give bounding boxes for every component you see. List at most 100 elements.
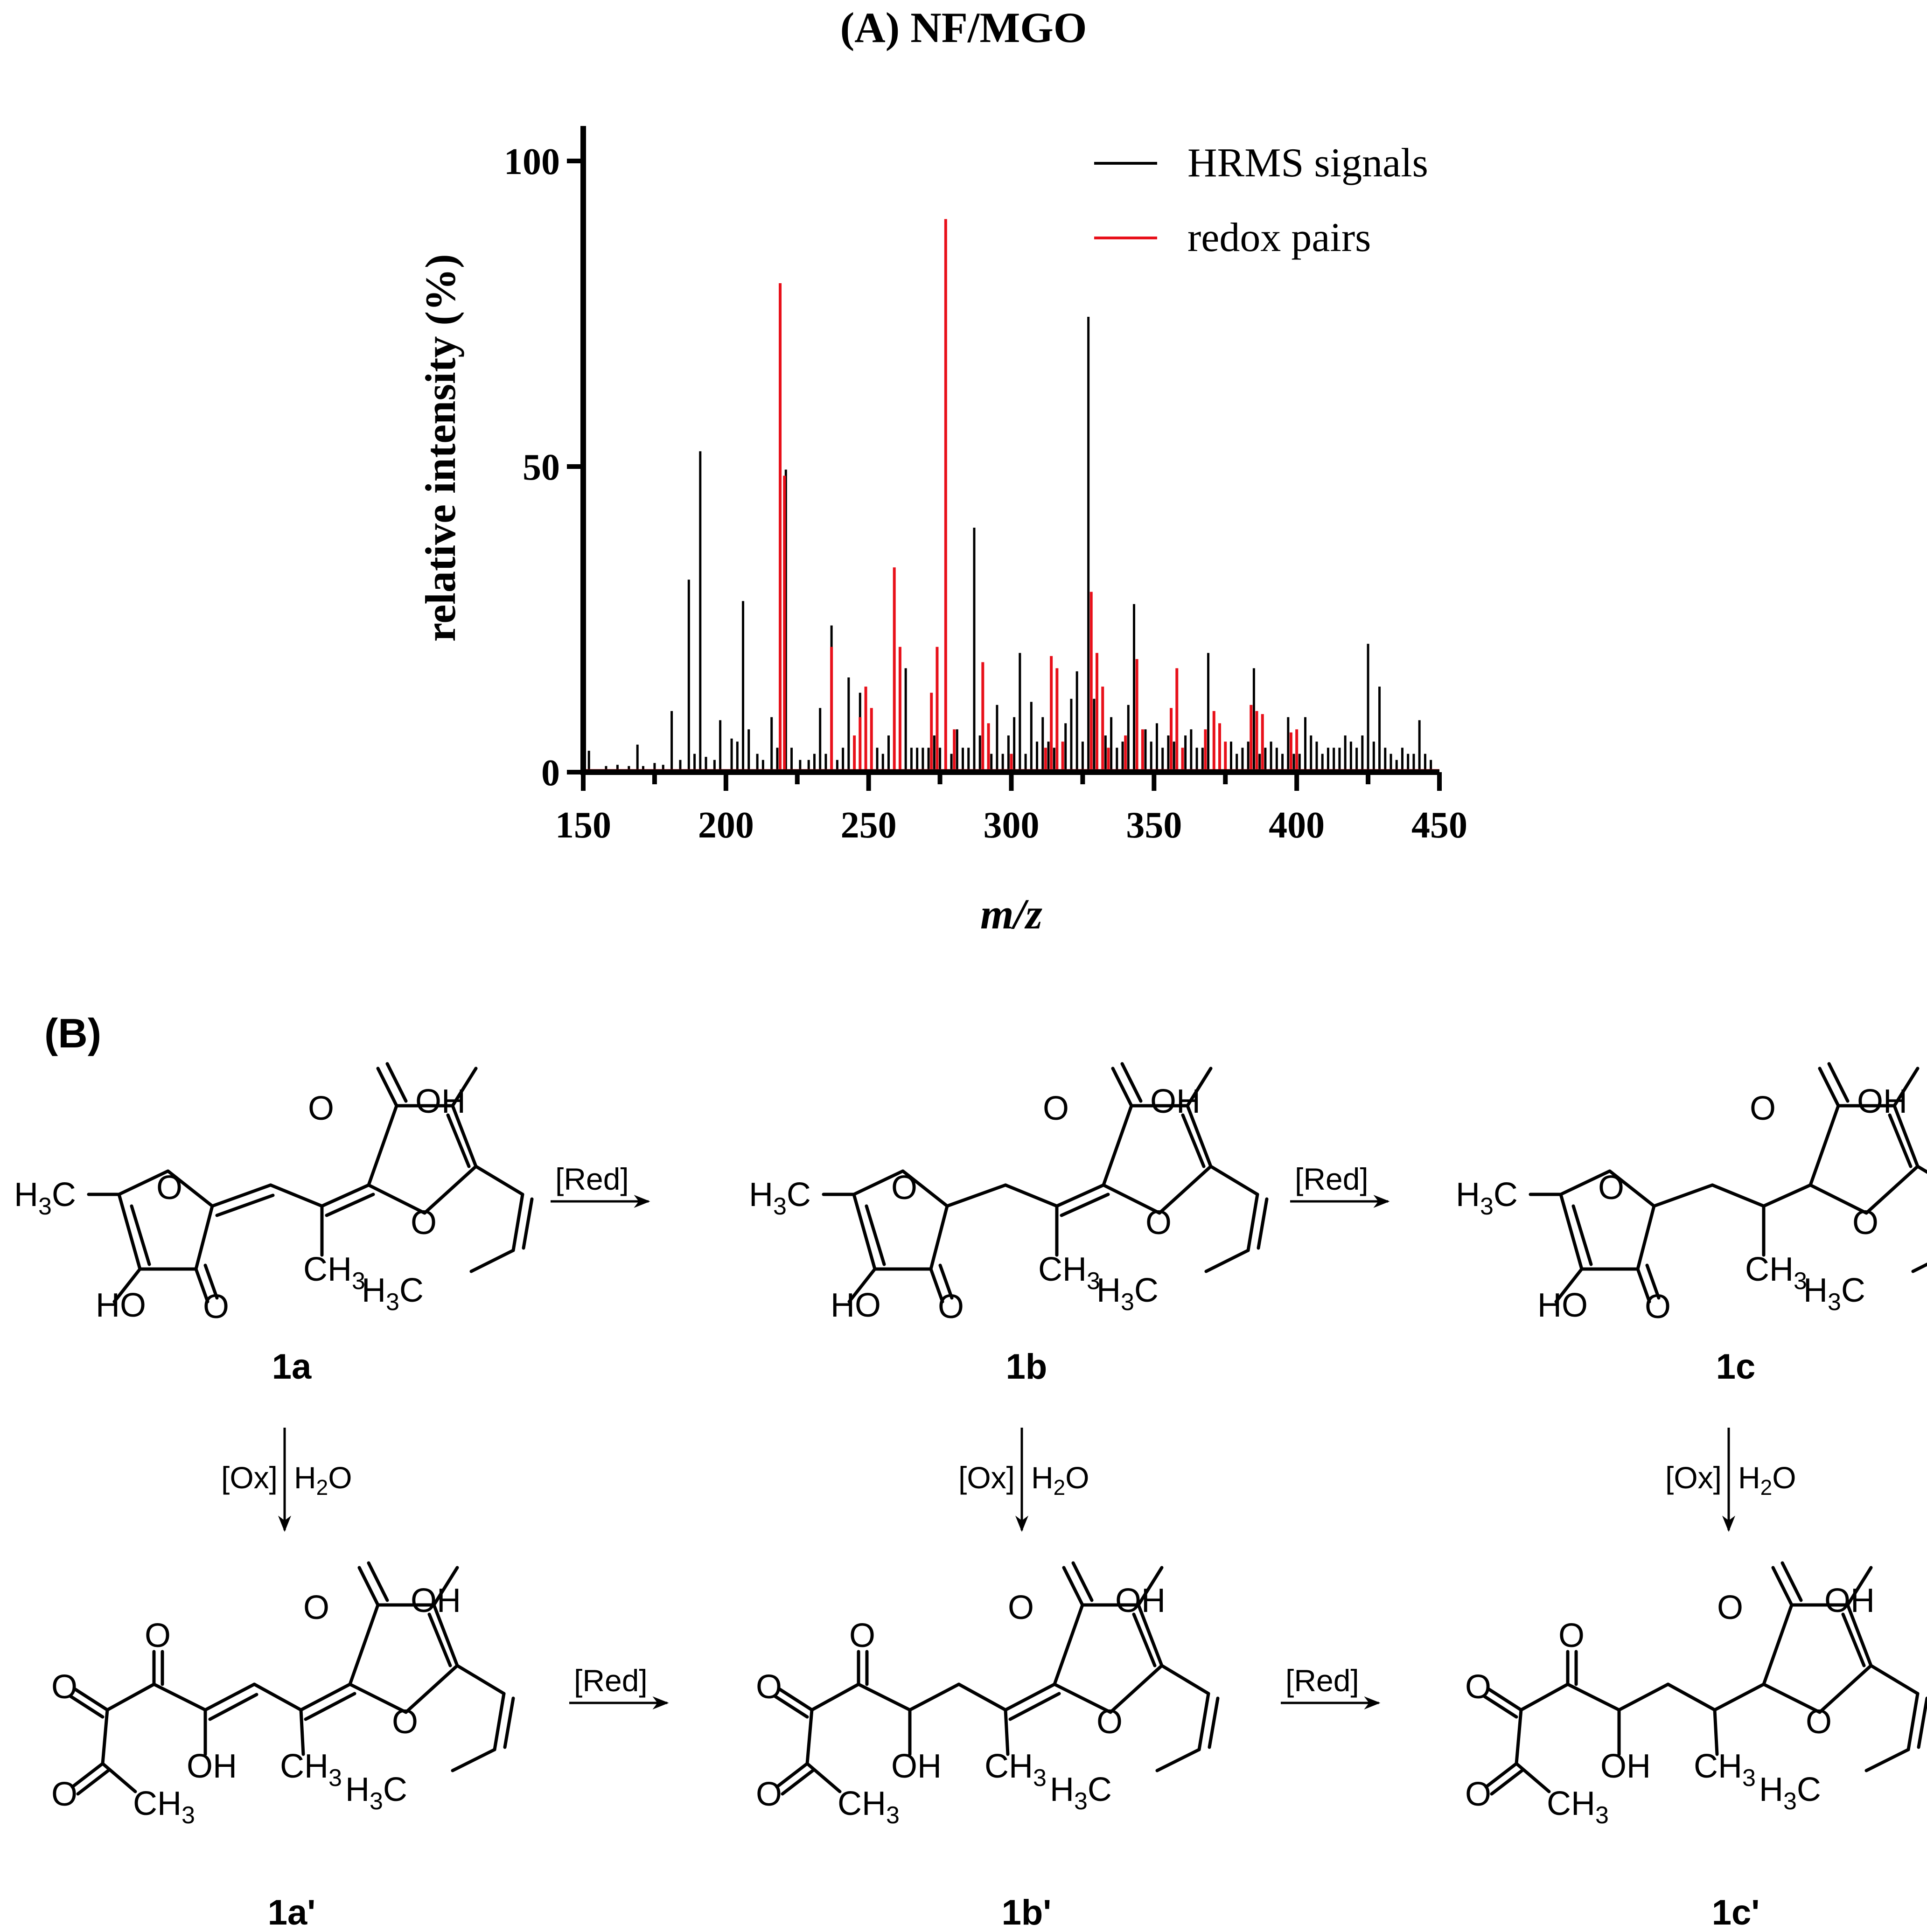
svg-text:O: O — [849, 1617, 875, 1654]
svg-text:[Ox]: [Ox] — [1665, 1460, 1722, 1495]
svg-text:OH: OH — [1600, 1748, 1651, 1785]
svg-text:O: O — [203, 1288, 229, 1325]
svg-text:H3C: H3C — [1803, 1272, 1865, 1316]
svg-text:[Red]: [Red] — [555, 1162, 629, 1196]
svg-text:OH: OH — [891, 1748, 942, 1785]
reduction-arrow: [Red] — [551, 1162, 650, 1208]
structure-1b-prime: O O O CH3 OH CH3 O O OH H3C — [756, 1563, 1218, 1829]
svg-text:CH3: CH3 — [133, 1785, 195, 1829]
svg-text:H3C: H3C — [14, 1176, 76, 1220]
svg-text:H2O: H2O — [1738, 1460, 1796, 1500]
svg-text:OH: OH — [187, 1748, 237, 1785]
svg-text:CH3: CH3 — [1694, 1748, 1756, 1792]
chart-title: (A) NF/MGO — [840, 4, 1087, 51]
structure-1c-prime: O O O CH3 OH CH3 O O OH H3C — [1465, 1563, 1927, 1829]
compound-label-1c: 1c — [1716, 1347, 1756, 1387]
svg-text:HO: HO — [831, 1287, 881, 1324]
compound-label-1c-prime: 1c' — [1712, 1893, 1760, 1932]
svg-text:H3C: H3C — [1096, 1272, 1159, 1316]
svg-text:[Red]: [Red] — [1295, 1162, 1368, 1196]
svg-text:O: O — [756, 1776, 782, 1813]
svg-text:O: O — [308, 1090, 334, 1127]
legend-label: redox pairs — [1187, 215, 1371, 260]
x-tick-label: 450 — [1411, 805, 1467, 846]
structure-1b: H3C O HO O CH3 O O OH H3C — [749, 1064, 1267, 1325]
svg-text:O: O — [51, 1776, 77, 1813]
compound-label-1b: 1b — [1006, 1347, 1047, 1387]
spectrum-chart: 0 50 100 150 200 250 300 350 400 450 relative inte… — [417, 126, 1467, 938]
svg-text:CH3: CH3 — [984, 1748, 1047, 1792]
oxidation-arrow: [Ox] H2O — [958, 1428, 1089, 1532]
svg-text:O: O — [411, 1204, 437, 1242]
svg-text:H3C: H3C — [749, 1176, 811, 1220]
x-axis-label: m/z — [980, 890, 1042, 938]
compound-label-1a: 1a — [272, 1347, 312, 1387]
svg-text:OH: OH — [1115, 1582, 1166, 1619]
x-tick-label: 150 — [555, 805, 611, 846]
svg-text:CH3: CH3 — [838, 1785, 900, 1829]
svg-text:O: O — [1465, 1668, 1491, 1706]
svg-text:CH3: CH3 — [303, 1251, 365, 1295]
svg-text:O: O — [156, 1169, 182, 1207]
svg-text:[Ox]: [Ox] — [221, 1460, 278, 1495]
svg-text:[Red]: [Red] — [1285, 1663, 1359, 1698]
x-tick-label: 350 — [1126, 805, 1182, 846]
legend-label: HRMS signals — [1187, 140, 1428, 186]
svg-text:O: O — [1750, 1090, 1776, 1127]
compound-label-1b-prime: 1b' — [1002, 1893, 1052, 1932]
svg-text:O: O — [1717, 1589, 1743, 1626]
svg-text:O: O — [1008, 1589, 1034, 1626]
svg-text:OH: OH — [1857, 1083, 1907, 1120]
svg-text:H2O: H2O — [1031, 1460, 1089, 1500]
svg-text:OH: OH — [1824, 1582, 1875, 1619]
svg-text:O: O — [1806, 1703, 1832, 1741]
structure-1a: H3C O HO O CH3 O O OH H3C — [14, 1064, 532, 1325]
svg-text:O: O — [1043, 1090, 1069, 1127]
svg-text:CH3: CH3 — [280, 1748, 342, 1792]
oxidation-arrow: [Ox] H2O — [221, 1428, 352, 1532]
y-tick-label: 0 — [541, 753, 560, 794]
svg-text:H3C: H3C — [362, 1272, 424, 1316]
x-tick-label: 300 — [984, 805, 1040, 846]
svg-text:H2O: H2O — [294, 1460, 352, 1500]
reduction-arrow: [Red] — [1290, 1162, 1390, 1208]
x-tick-label: 400 — [1269, 805, 1325, 846]
svg-text:H3C: H3C — [1759, 1771, 1821, 1815]
svg-text:O: O — [51, 1668, 77, 1706]
oxidation-arrow: [Ox] H2O — [1665, 1428, 1796, 1532]
svg-text:O: O — [891, 1169, 917, 1207]
svg-text:O: O — [1145, 1204, 1172, 1242]
svg-text:O: O — [303, 1589, 329, 1626]
svg-text:O: O — [938, 1288, 964, 1325]
svg-text:OH: OH — [1150, 1083, 1201, 1120]
y-tick-label: 50 — [523, 447, 560, 488]
compound-label-1a-prime: 1a' — [268, 1893, 316, 1932]
x-tick-label: 250 — [841, 805, 897, 846]
svg-text:O: O — [1558, 1617, 1585, 1654]
svg-text:HO: HO — [96, 1287, 146, 1324]
svg-text:HO: HO — [1537, 1287, 1588, 1324]
svg-text:[Red]: [Red] — [574, 1663, 648, 1698]
svg-text:O: O — [1645, 1288, 1671, 1325]
svg-text:H3C: H3C — [1456, 1176, 1518, 1220]
svg-text:O: O — [1598, 1169, 1624, 1207]
svg-text:O: O — [1096, 1703, 1123, 1741]
svg-text:CH3: CH3 — [1547, 1785, 1609, 1829]
svg-text:O: O — [145, 1617, 171, 1654]
svg-text:OH: OH — [415, 1083, 466, 1120]
svg-text:O: O — [756, 1668, 782, 1706]
svg-text:O: O — [1465, 1776, 1491, 1813]
y-tick-label: 100 — [504, 141, 560, 182]
svg-text:O: O — [1852, 1204, 1878, 1242]
svg-text:[Ox]: [Ox] — [958, 1460, 1015, 1495]
y-axis-label: relative intensity (%) — [417, 254, 464, 642]
panel-b-label: (B) — [44, 1010, 101, 1056]
svg-text:CH3: CH3 — [1038, 1251, 1100, 1295]
svg-text:CH3: CH3 — [1745, 1251, 1807, 1295]
structure-1c: H3C O HO O CH3 O O OH H3C — [1456, 1064, 1927, 1325]
x-tick-label: 200 — [698, 805, 754, 846]
svg-text:H3C: H3C — [1050, 1771, 1112, 1815]
svg-text:H3C: H3C — [345, 1771, 407, 1815]
reduction-arrow: [Red] — [569, 1663, 669, 1709]
